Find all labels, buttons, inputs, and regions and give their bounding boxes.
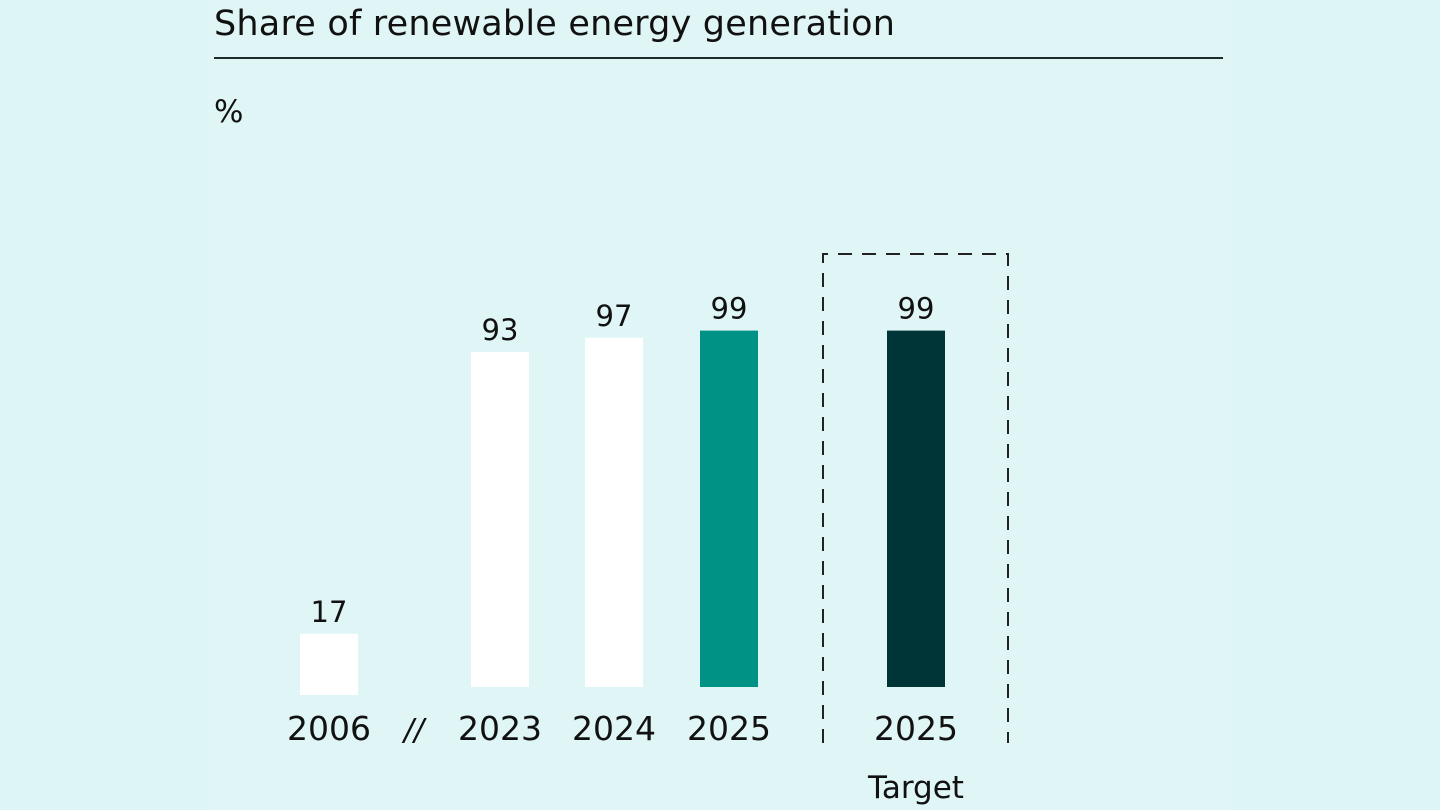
- value-label: 93: [482, 313, 519, 347]
- category-label: 2006: [287, 709, 371, 748]
- value-label: 99: [898, 292, 935, 326]
- value-label: 97: [596, 299, 633, 333]
- bar-2024: [585, 337, 643, 687]
- category-label: 2025: [874, 709, 958, 748]
- target-label: Target: [867, 770, 964, 806]
- category-label: 2024: [572, 709, 656, 748]
- value-label: 99: [711, 292, 748, 326]
- bar-2025: [700, 330, 758, 687]
- value-label: 17: [311, 595, 348, 629]
- bar-2006: [300, 633, 358, 695]
- category-label: 2025: [687, 709, 771, 748]
- target-dashed-box: [822, 253, 1009, 743]
- axis-break-marker: //: [401, 713, 427, 748]
- title-divider: [214, 57, 1223, 59]
- chart-title: Share of renewable energy generation: [214, 4, 896, 44]
- bar-2023: [471, 352, 529, 687]
- category-label: 2023: [458, 709, 542, 748]
- bar-2025-target: [887, 330, 945, 687]
- y-axis-unit-label: %: [214, 94, 244, 130]
